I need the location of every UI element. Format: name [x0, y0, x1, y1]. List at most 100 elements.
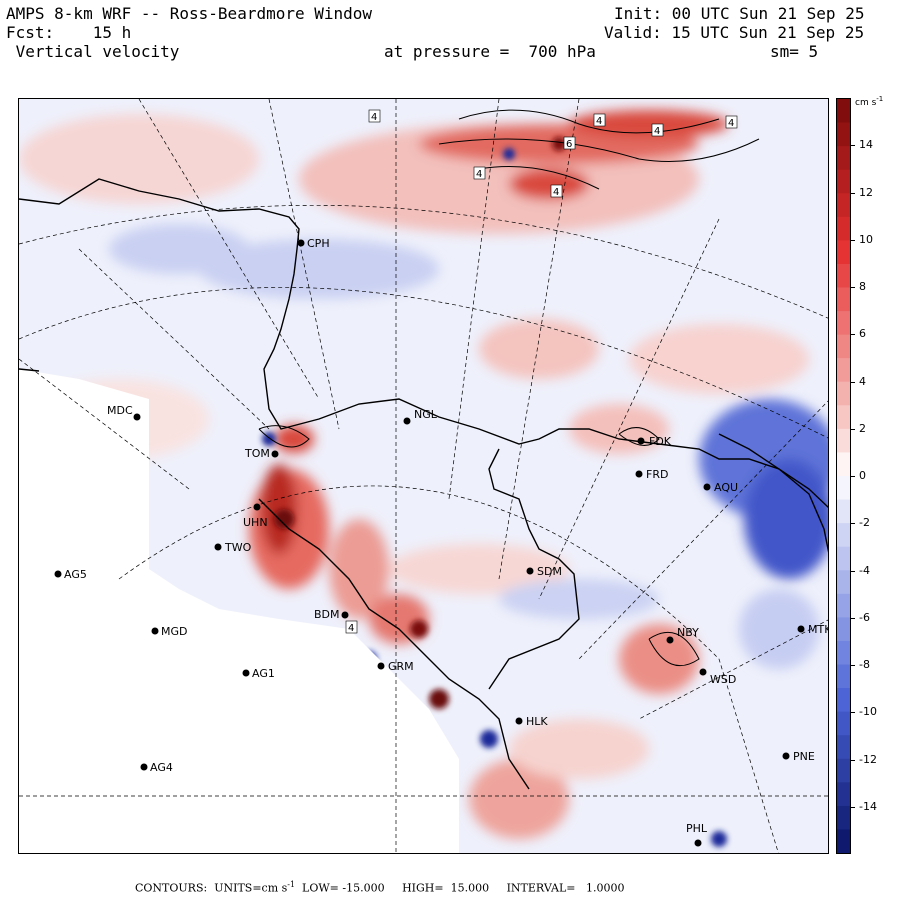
station-ag4[interactable]: AG4 — [140, 761, 173, 774]
forecast-hour: Fcst: 15 h — [6, 23, 132, 42]
colorbar-segment — [837, 758, 850, 783]
colorbar-segment — [837, 263, 850, 288]
colorbar-tick-label: -6 — [859, 610, 870, 624]
colorbar-tick-mark — [850, 145, 855, 147]
station-mdc[interactable]: MDC — [107, 404, 141, 421]
colorbar-tick-mark — [850, 287, 855, 288]
station-label: AG5 — [64, 568, 87, 581]
station-phl[interactable]: PHL — [686, 822, 708, 847]
colorbar-tick-label: -8 — [859, 658, 870, 671]
colorbar-segment — [837, 546, 850, 571]
station-fdk[interactable]: FDK — [637, 435, 672, 448]
contour-label-text: 4 — [476, 169, 482, 180]
station-bdm[interactable]: BDM — [314, 608, 349, 621]
colorbar-segment — [837, 593, 850, 618]
station-frd[interactable]: FRD — [635, 468, 669, 481]
coastline — [19, 178, 828, 790]
map-panel: 4 4 4 4 4 6 4 4 CPH — [18, 98, 829, 854]
colorbar-segment — [837, 523, 850, 548]
field-name: Vertical velocity — [6, 42, 180, 61]
station-pne[interactable]: PNE — [782, 750, 815, 763]
colorbar-tick-label: 10 — [859, 232, 873, 246]
colorbar-tick-mark — [850, 617, 855, 619]
footer-contour-info: CONTOURS: UNITS=cm s-1 LOW= -15.000 HIGH… — [135, 880, 624, 895]
colorbar-tick-label: -14 — [859, 799, 877, 813]
colorbar-tick-mark — [850, 334, 855, 336]
station-ag5[interactable]: AG5 — [54, 568, 87, 581]
contour-label-text: 4 — [553, 187, 559, 198]
colorbar-tick-label: 0 — [859, 469, 866, 482]
station-mgd[interactable]: MGD — [151, 625, 188, 638]
station-label: NBY — [677, 626, 699, 639]
station-mtk[interactable]: MTK — [797, 623, 830, 636]
station-nby[interactable]: NBY — [666, 626, 700, 644]
valid-time: Valid: 15 UTC Sun 21 Sep 25 — [604, 23, 865, 42]
colorbar-segment — [837, 499, 850, 524]
station-tom[interactable]: TOM — [244, 447, 279, 460]
station-grm[interactable]: GRM — [377, 660, 414, 673]
colorbar-segment — [837, 782, 850, 807]
colorbar-tick-mark — [850, 192, 855, 194]
colorbar-unit-exp: -1 — [876, 95, 884, 103]
colorbar-segment — [837, 405, 850, 430]
station-ngl[interactable]: NGL — [403, 408, 438, 425]
colorbar-segment — [837, 617, 850, 642]
station-ag1[interactable]: AG1 — [242, 667, 275, 680]
contour-label: 4 — [368, 109, 381, 123]
contour-label-text: 4 — [596, 116, 602, 127]
station-label: CPH — [307, 237, 330, 250]
station-uhn[interactable]: UHN — [243, 503, 268, 530]
station-label: WSD — [710, 673, 736, 686]
colorbar-segment — [837, 711, 850, 736]
colorbar-tick-label: 6 — [859, 327, 866, 341]
colorbar-segment — [837, 664, 850, 689]
colorbar-segment — [837, 688, 850, 713]
contour-label-group: 4 4 4 4 4 6 4 4 — [345, 109, 738, 634]
station-label: MGD — [161, 625, 188, 638]
station-two[interactable]: TWO — [214, 541, 252, 554]
model-title: AMPS 8-km WRF -- Ross-Beardmore Window — [6, 4, 373, 23]
station-label: MDC — [107, 404, 133, 417]
station-sdm[interactable]: SDM — [526, 565, 562, 578]
contour-label: 4 — [345, 620, 358, 634]
contour-label-text: 6 — [566, 139, 572, 150]
colorbar-tick-label: -2 — [859, 516, 870, 530]
station-label: MTK — [808, 623, 829, 636]
colorbar-segment — [837, 146, 850, 171]
colorbar-tick-mark — [850, 428, 855, 430]
colorbar-segment — [837, 829, 850, 854]
colorbar-tick-label: 14 — [859, 138, 873, 152]
station-cph[interactable]: CPH — [297, 237, 330, 250]
no-data-region — [19, 369, 459, 853]
footer-range: LOW= -15.000 HIGH= 15.000 INTERVAL= 1.00… — [295, 881, 625, 895]
station-aqu[interactable]: AQU — [703, 481, 739, 494]
colorbar-tick-label: 2 — [859, 421, 866, 435]
colorbar-tick-label: -12 — [859, 752, 877, 766]
colorbar-segment — [837, 570, 850, 595]
contour-label: 4 — [593, 113, 606, 127]
station-label: BDM — [314, 608, 340, 621]
colorbar-segment — [837, 476, 850, 501]
colorbar-tick-mark — [850, 665, 855, 666]
colorbar-tick-label: -4 — [859, 563, 870, 577]
colorbar-segment — [837, 805, 850, 830]
station-hlk[interactable]: HLK — [515, 715, 549, 728]
colorbar-segment — [837, 169, 850, 194]
colorbar-segment — [837, 358, 850, 383]
contour-label: 6 — [563, 136, 576, 150]
colorbar-segment — [837, 287, 850, 312]
map-svg: 4 4 4 4 4 6 4 4 CPH — [19, 99, 830, 853]
contour-label: 4 — [550, 184, 563, 198]
contour-label: 4 — [473, 166, 486, 180]
colorbar-tick-label: 12 — [859, 185, 873, 199]
colorbar-segment — [837, 311, 850, 336]
contour-label: 4 — [725, 115, 738, 129]
colorbar-tick-label: 4 — [859, 374, 866, 388]
station-layer: CPH MDC NGL TOM FDK FRD AQU UHN TWO AG5 … — [54, 237, 830, 847]
station-label: AG1 — [252, 667, 275, 680]
colorbar-segment — [837, 381, 850, 406]
station-wsd[interactable]: WSD — [699, 668, 737, 687]
station-label: SDM — [537, 565, 562, 578]
colorbar-segment — [837, 99, 850, 124]
station-label: PHL — [686, 822, 708, 835]
